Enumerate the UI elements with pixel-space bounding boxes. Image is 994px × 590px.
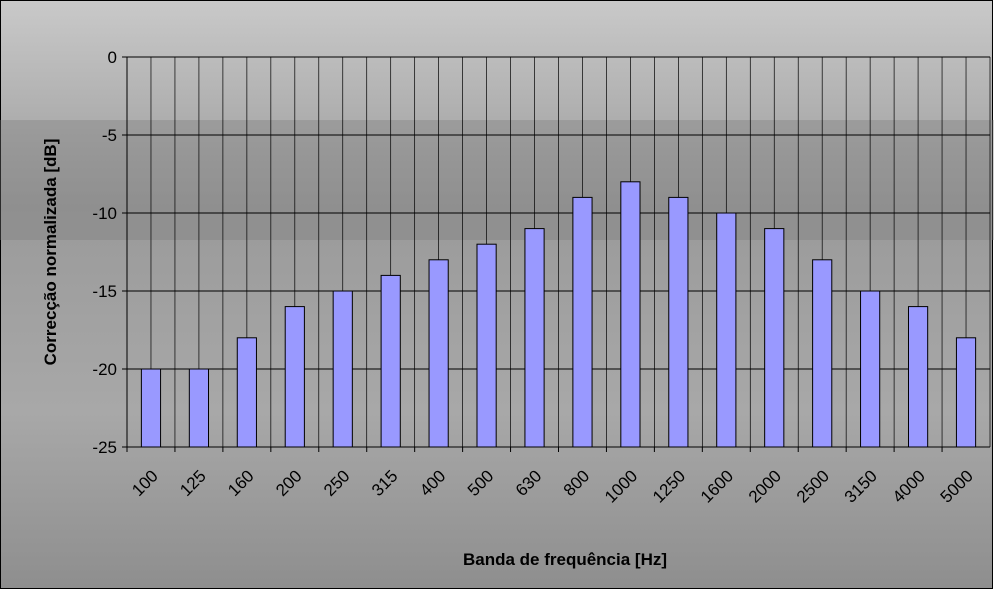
y-tick-label: -5 [102,126,117,145]
bar [573,197,592,447]
bar [141,369,160,447]
bar [717,213,736,447]
bar [477,244,496,447]
bar [429,260,448,447]
bar [813,260,832,447]
bar [861,291,880,447]
y-tick-label: -15 [92,282,117,301]
y-axis-title: Correcção normalizada [dB] [41,139,60,366]
photo-band [0,120,994,240]
bar [333,291,352,447]
bar [908,307,927,447]
bar [956,338,975,447]
bar [765,229,784,447]
bar [669,197,688,447]
y-tick-label: -20 [92,360,117,379]
x-axis-title: Banda de frequência [Hz] [463,550,667,569]
bar [285,307,304,447]
bar [525,229,544,447]
bar [381,275,400,447]
bar [621,182,640,447]
chart: Banda de frequência [Hz] Correcção norma… [0,0,994,590]
bar [189,369,208,447]
bar [237,338,256,447]
y-tick-label: -10 [92,204,117,223]
y-tick-label: -25 [92,438,117,457]
y-tick-label: 0 [108,48,117,67]
